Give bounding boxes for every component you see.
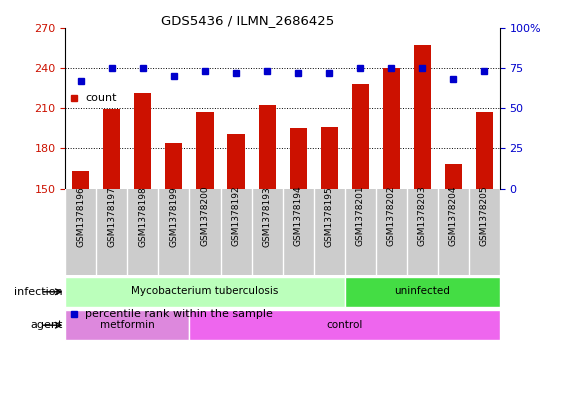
Text: control: control [327,320,363,330]
Bar [290,128,307,189]
Bar [72,171,89,189]
Bar [414,45,431,189]
Bar [228,134,245,189]
Bar [190,310,500,340]
Bar [352,84,369,189]
Bar [135,93,152,189]
Bar [65,277,345,307]
Text: infection: infection [14,287,62,297]
Bar [445,164,462,189]
Bar [165,143,182,189]
Text: percentile rank within the sample: percentile rank within the sample [85,309,273,320]
Text: count: count [85,93,116,103]
Bar [345,277,500,307]
Bar [65,310,190,340]
Text: agent: agent [30,320,62,330]
Text: metformin: metformin [100,320,154,330]
Text: Mycobacterium tuberculosis: Mycobacterium tuberculosis [131,286,279,296]
Title: GDS5436 / ILMN_2686425: GDS5436 / ILMN_2686425 [161,14,335,27]
Bar [383,68,400,189]
Bar [476,112,493,189]
Bar [320,127,337,189]
Bar [103,109,120,189]
Bar [258,105,275,189]
Bar [197,112,214,189]
Text: uninfected: uninfected [394,286,450,296]
